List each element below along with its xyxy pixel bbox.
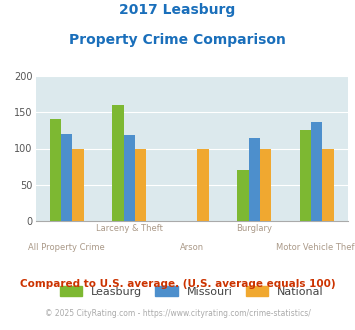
Bar [311,122,322,221]
Bar [112,105,124,221]
Bar [237,170,248,221]
Bar [61,134,72,221]
Text: Property Crime Comparison: Property Crime Comparison [69,33,286,47]
Text: 2017 Leasburg: 2017 Leasburg [119,3,236,17]
Bar [135,148,146,221]
Text: Arson: Arson [180,243,204,251]
Bar [300,130,311,221]
Bar [72,148,84,221]
Text: Motor Vehicle Theft: Motor Vehicle Theft [276,243,355,251]
Text: All Property Crime: All Property Crime [28,243,105,251]
Bar [260,148,271,221]
Text: © 2025 CityRating.com - https://www.cityrating.com/crime-statistics/: © 2025 CityRating.com - https://www.city… [45,309,310,317]
Bar [248,138,260,221]
Bar [50,119,61,221]
Text: Compared to U.S. average. (U.S. average equals 100): Compared to U.S. average. (U.S. average … [20,279,335,289]
Legend: Leasburg, Missouri, National: Leasburg, Missouri, National [55,282,328,302]
Text: Larceny & Theft: Larceny & Theft [96,224,163,233]
Bar [124,135,135,221]
Bar [197,148,209,221]
Bar [322,148,334,221]
Text: Burglary: Burglary [236,224,272,233]
